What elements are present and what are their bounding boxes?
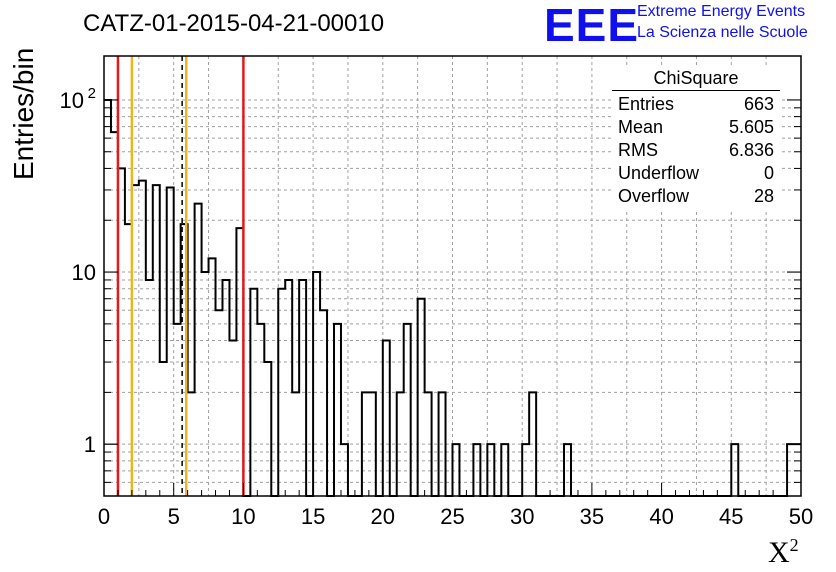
y-tick-label: 1 xyxy=(84,432,96,457)
stats-label: Overflow xyxy=(618,186,690,206)
stats-box: ChiSquare Entries 663 Mean 5.605 RMS 6.836 … xyxy=(612,66,780,210)
x-axis-label-base: X xyxy=(768,536,790,569)
stats-value: 5.605 xyxy=(728,117,774,137)
x-tick-label: 25 xyxy=(440,504,464,529)
y-tick-label-exponent: 2 xyxy=(88,85,96,102)
stats-value: 28 xyxy=(753,186,774,206)
stats-value: 663 xyxy=(743,94,774,114)
y-axis-label: Entries/bin xyxy=(8,47,39,180)
logo-line-2: La Scienza nelle Scuole xyxy=(637,24,808,41)
eee-logo: EEE xyxy=(544,0,640,51)
stats-separator xyxy=(612,90,780,91)
x-tick-label: 15 xyxy=(301,504,325,529)
y-tick-label: 10 xyxy=(72,260,96,285)
x-tick-label: 20 xyxy=(371,504,395,529)
x-tick-label: 0 xyxy=(98,504,110,529)
stats-label: Underflow xyxy=(618,163,700,183)
stats-value: 0 xyxy=(763,163,774,183)
x-tick-label: 5 xyxy=(168,504,180,529)
stats-row-mean: Mean 5.605 xyxy=(612,116,780,139)
stats-row-rms: RMS 6.836 xyxy=(612,139,780,162)
x-tick-label: 50 xyxy=(789,504,813,529)
x-axis-label-sup: 2 xyxy=(789,535,799,555)
x-tick-label: 10 xyxy=(231,504,255,529)
stats-row-entries: Entries 663 xyxy=(612,93,780,116)
x-tick-label: 35 xyxy=(580,504,604,529)
x-tick-label: 40 xyxy=(649,504,673,529)
stats-label: RMS xyxy=(618,140,658,160)
stats-value: 6.836 xyxy=(728,140,774,160)
stats-title: ChiSquare xyxy=(653,68,739,88)
logo-line-1: Extreme Energy Events xyxy=(637,3,806,20)
x-tick-label: 45 xyxy=(719,504,743,529)
chart-title: CATZ-01-2015-04-21-00010 xyxy=(83,10,385,37)
stats-row-underflow: Underflow 0 xyxy=(612,162,780,185)
stats-label: Entries xyxy=(618,94,675,114)
stats-label: Mean xyxy=(618,117,664,137)
y-tick-label: 10 xyxy=(60,88,84,113)
x-tick-label: 30 xyxy=(510,504,534,529)
x-axis-label: X2 xyxy=(768,535,799,570)
stats-row-overflow: Overflow 28 xyxy=(612,185,780,208)
